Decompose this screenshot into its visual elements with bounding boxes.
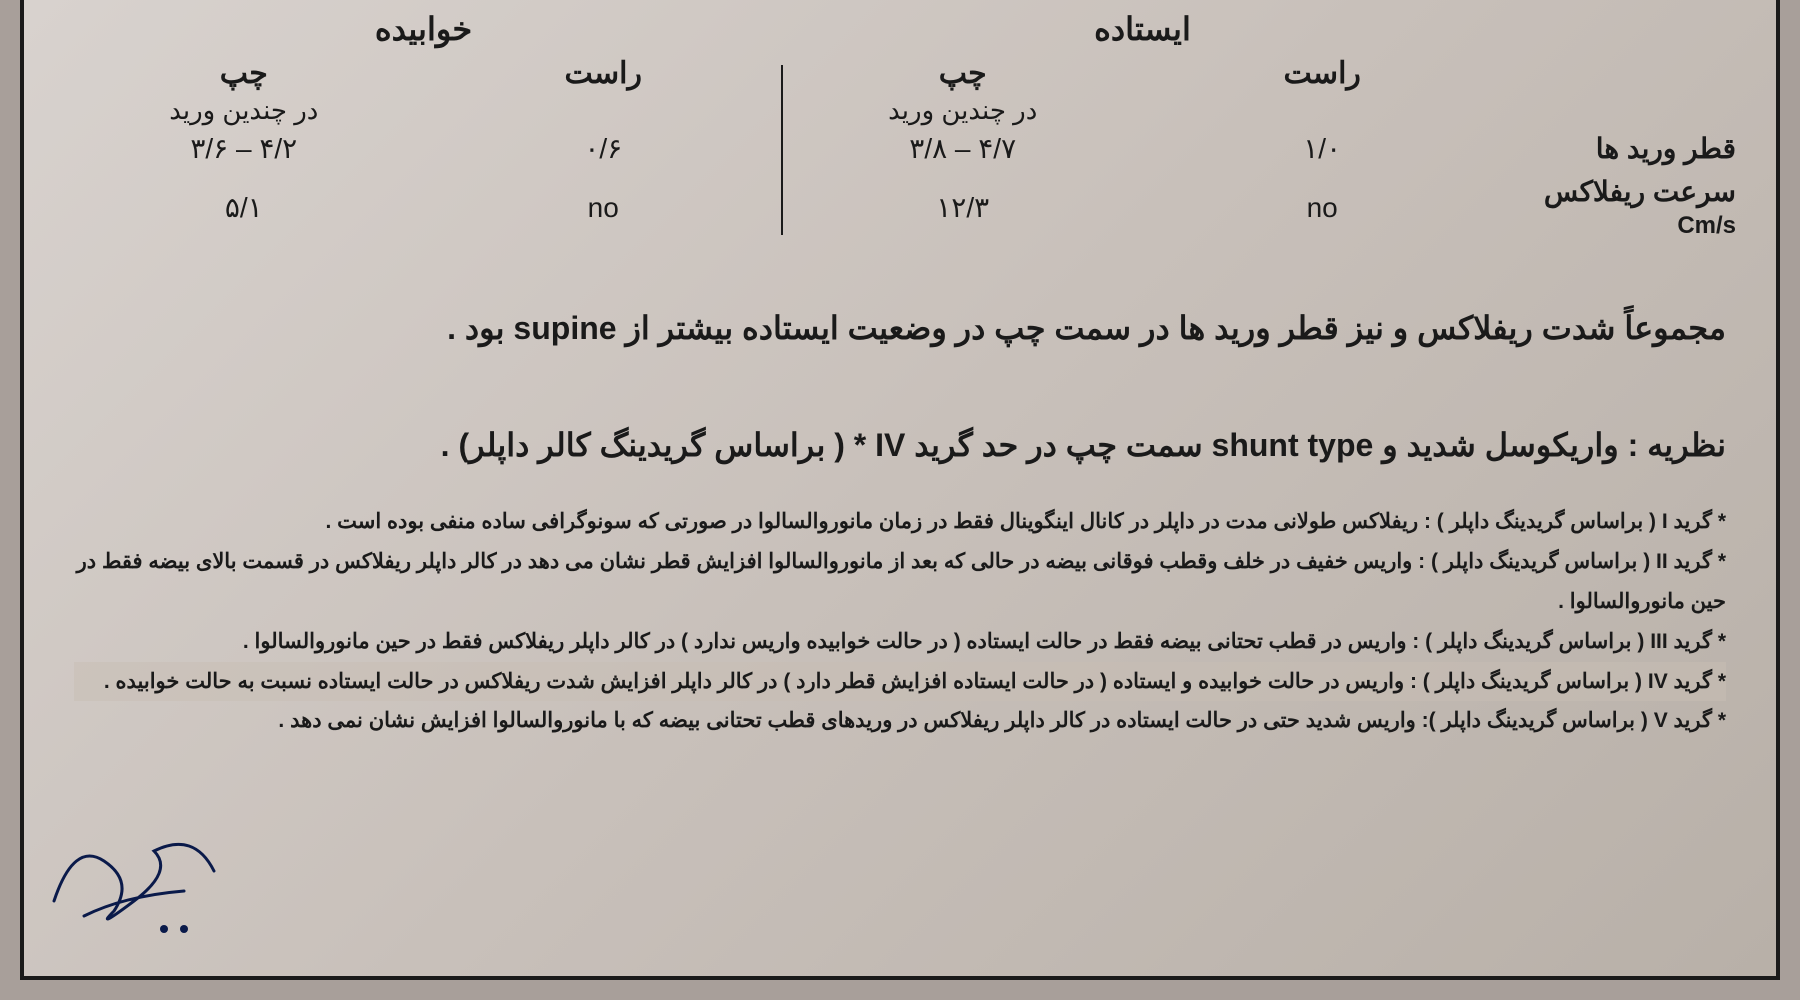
grade-3: * گرید III ( براساس گریدینگ داپلر ) : وا… (74, 622, 1726, 662)
val-diam-standing-right: ۱/۰ (1142, 132, 1501, 165)
label-unit: Cm/s (1677, 212, 1736, 239)
grade-5: * گرید V ( براساس گریدینگ داپلر ): واریس… (74, 701, 1726, 741)
document-page: ایستاده خوابیده راست چپ راست چپ در چندین… (20, 0, 1780, 980)
grade-2: * گرید II ( براساس گریدینگ داپلر ) : وار… (74, 542, 1726, 622)
val-diam-standing-left: ۳/۸ – ۴/۷ (783, 132, 1142, 165)
header-lying-right: راست (424, 56, 783, 91)
val-reflux-standing-right: no (1142, 192, 1501, 224)
label-reflux-speed: سرعت ریفلاکس Cm/s (1502, 175, 1736, 240)
grade-1: * گرید I ( براساس گریدینگ داپلر ) : ریفل… (74, 502, 1726, 542)
diagnosis-line: نظریه : واریکوسل شدید و shunt type سمت چ… (74, 418, 1726, 472)
header-standing-left: چپ (783, 56, 1142, 91)
subheader-lying-left: در چندین ورید (64, 95, 423, 126)
sub-header-row: در چندین ورید در چندین ورید (64, 95, 1736, 126)
table-vertical-divider (781, 65, 783, 235)
header-lying: خوابیده (64, 10, 783, 48)
val-reflux-standing-left: ۱۲/۳ (783, 191, 1142, 224)
measurements-table: ایستاده خوابیده راست چپ راست چپ در چندین… (64, 10, 1736, 240)
val-diam-lying-left: ۳/۶ – ۴/۲ (64, 132, 423, 165)
diagnosis-label: نظریه : (1619, 427, 1726, 463)
grades-list: * گرید I ( براساس گریدینگ داپلر ) : ریفل… (74, 502, 1726, 741)
side-header-row: راست چپ راست چپ (64, 56, 1736, 91)
grade-4: * گرید IV ( براساس گریدینگ داپلر ) : وار… (74, 662, 1726, 702)
row-reflux-speed: سرعت ریفلاکس Cm/s no ۱۲/۳ no ۵/۱ (64, 175, 1736, 240)
header-standing-right: راست (1142, 56, 1501, 91)
header-lying-left: چپ (64, 56, 423, 91)
label-vein-diameter: قطر ورید ها (1502, 132, 1736, 165)
diagnosis-text: واریکوسل شدید و shunt type سمت چپ در حد … (441, 427, 1619, 463)
position-header-row: ایستاده خوابیده (64, 10, 1736, 48)
doctor-signature (44, 801, 244, 946)
val-reflux-lying-right: no (424, 192, 783, 224)
header-standing: ایستاده (783, 10, 1502, 48)
summary-text: مجموعاً شدت ریفلاکس و نیز قطر ورید ها در… (74, 300, 1726, 358)
subheader-standing-left: در چندین ورید (783, 95, 1142, 126)
val-reflux-lying-left: ۵/۱ (64, 191, 423, 224)
row-vein-diameter: قطر ورید ها ۱/۰ ۳/۸ – ۴/۷ ۰/۶ ۳/۶ – ۴/۲ (64, 132, 1736, 165)
val-diam-lying-right: ۰/۶ (424, 132, 783, 165)
